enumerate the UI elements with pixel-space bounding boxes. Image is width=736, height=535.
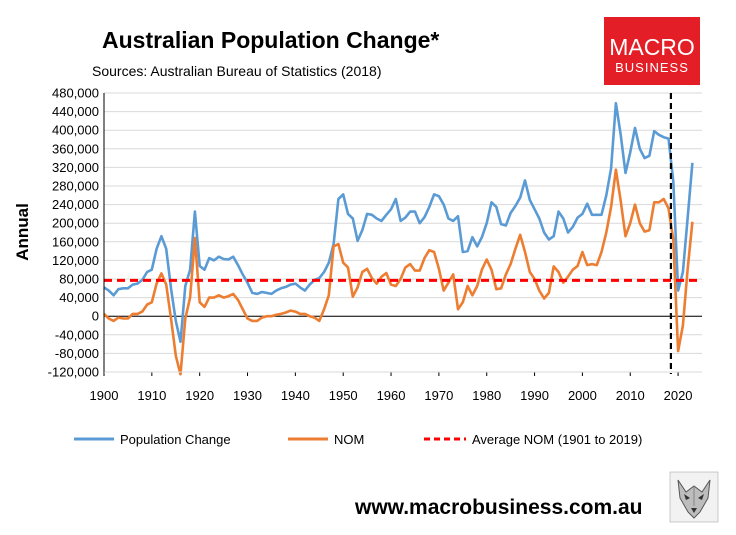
x-tick-labels: 1900 1910 1920 1930 1940 1950 1960 1970 1980 1990… (90, 372, 693, 403)
y-tick-label: 160,000 (52, 234, 99, 249)
x-tick-label: 1910 (137, 388, 166, 403)
x-tick-label: 1940 (281, 388, 310, 403)
wolf-icon (669, 471, 719, 523)
chart-subtitle: Sources: Australian Bureau of Statistics… (92, 63, 381, 79)
x-tick-label: 1980 (472, 388, 501, 403)
legend-label-average-nom: Average NOM (1901 to 2019) (472, 432, 642, 447)
y-tick-label: 400,000 (52, 123, 99, 138)
logo-background (604, 17, 700, 85)
y-tick-labels: -120,000 -80,000 -40,000 0 40,000 80,000 120,0… (48, 86, 99, 380)
x-tick-label: 1930 (233, 388, 262, 403)
x-tick-label: 1970 (424, 388, 453, 403)
legend-label-nom: NOM (334, 432, 364, 447)
y-tick-label: -40,000 (55, 327, 99, 342)
legend: Population Change NOM Average NOM (1901 … (74, 432, 642, 447)
x-tick-label: 1900 (90, 388, 119, 403)
y-tick-label: 440,000 (52, 104, 99, 119)
y-tick-label: 0 (92, 309, 99, 324)
y-tick-label: 480,000 (52, 86, 99, 101)
y-tick-label: 360,000 (52, 141, 99, 156)
series-line-nom (103, 168, 694, 376)
y-tick-label: 320,000 (52, 160, 99, 175)
y-tick-label: 240,000 (52, 197, 99, 212)
macrobusiness-logo: MACRO BUSINESS (604, 17, 700, 85)
y-tick-label: 280,000 (52, 179, 99, 194)
y-tick-label: 200,000 (52, 216, 99, 231)
logo-text-top: MACRO (609, 34, 695, 60)
y-tick-label: -80,000 (55, 346, 99, 361)
x-tick-label: 1950 (329, 388, 358, 403)
legend-item-nom: NOM (288, 432, 364, 447)
x-tick-label: 1960 (377, 388, 406, 403)
legend-label-population-change: Population Change (120, 432, 231, 447)
gridlines (104, 92, 702, 373)
y-tick-label: 40,000 (59, 290, 99, 305)
y-tick-label: -120,000 (48, 365, 99, 380)
x-tick-label: 1990 (520, 388, 549, 403)
y-axis-label: Annual (13, 203, 32, 261)
series-layer (103, 101, 702, 376)
footer-url: www.macrobusiness.com.au (354, 496, 642, 519)
y-tick-label: 80,000 (59, 272, 99, 287)
logo-text-bottom: BUSINESS (615, 60, 689, 75)
x-tick-label: 2000 (568, 388, 597, 403)
plot-area: -120,000 -80,000 -40,000 0 40,000 80,000 120,0… (48, 86, 702, 403)
legend-item-population-change: Population Change (74, 432, 231, 447)
series-line-population-change (103, 101, 694, 344)
x-tick-label: 1920 (185, 388, 214, 403)
legend-item-average-nom: Average NOM (1901 to 2019) (424, 432, 642, 447)
x-tick-label: 2010 (616, 388, 645, 403)
x-tick-label: 2020 (664, 388, 693, 403)
chart-title: Australian Population Change* (102, 27, 439, 53)
y-tick-label: 120,000 (52, 253, 99, 268)
